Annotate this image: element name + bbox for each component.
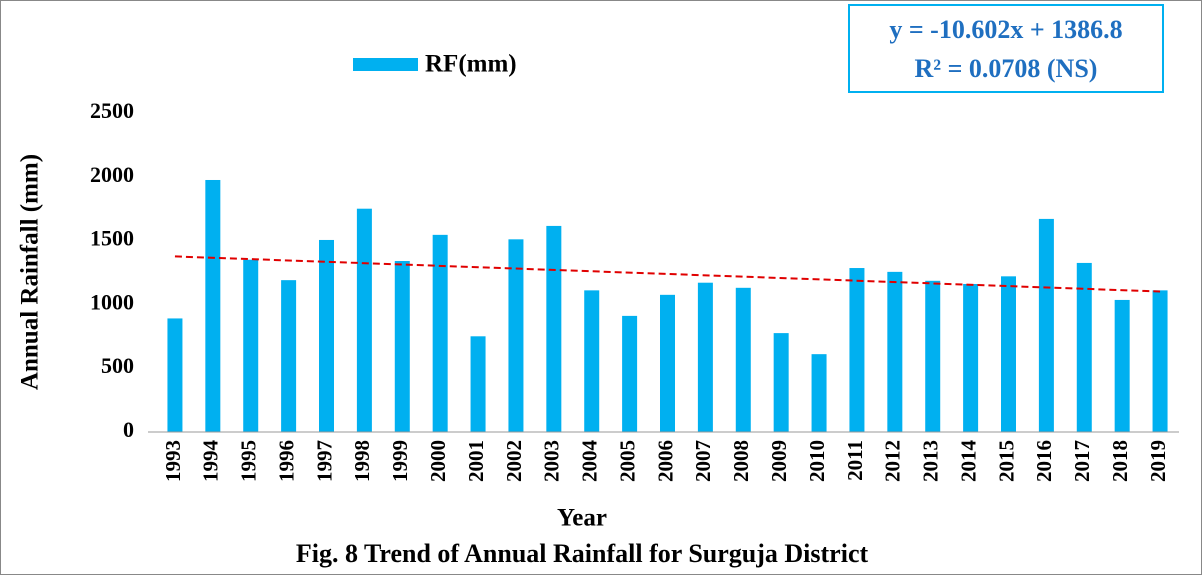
x-tick-label: 2006 (653, 440, 677, 482)
bar (1152, 290, 1168, 432)
x-tick-label: 2008 (729, 440, 753, 482)
bar (811, 354, 827, 432)
bar (887, 271, 903, 432)
bar (1001, 276, 1016, 432)
x-tick-label: 2004 (578, 440, 602, 483)
r-squared: R² = 0.0708 (NS) (915, 54, 1098, 83)
x-tick-label: 1998 (350, 440, 374, 482)
x-tick-label: 1997 (312, 440, 336, 482)
x-tick-label: 2002 (502, 440, 526, 482)
y-tick-label: 2500 (90, 98, 134, 123)
y-axis-title: Annual Rainfall (mm) (17, 154, 44, 390)
x-tick-label: 2017 (1070, 440, 1094, 482)
equation: y = -10.602x + 1386.8 (889, 15, 1122, 44)
equation-box (848, 4, 1164, 93)
x-tick-label: 2011 (843, 440, 867, 481)
x-tick-label: 2015 (994, 440, 1018, 482)
x-tick-label: 2010 (805, 440, 829, 482)
y-tick-label: 1500 (90, 226, 134, 251)
bar (167, 318, 183, 432)
bar (925, 280, 941, 432)
x-tick-label: 1995 (237, 440, 261, 482)
x-tick-label: 1993 (161, 440, 185, 482)
x-tick-label: 2013 (919, 440, 943, 482)
x-tick-label: 2003 (540, 440, 564, 482)
bar (394, 261, 410, 432)
y-tick-label: 500 (101, 353, 134, 378)
bar (1038, 218, 1054, 432)
bar (660, 294, 675, 432)
bar (735, 287, 751, 432)
x-tick-label: 1994 (199, 440, 223, 483)
y-tick-label: 2000 (90, 162, 134, 187)
bar (622, 315, 638, 432)
x-tick-label: 2009 (767, 440, 791, 482)
x-axis-title: Year (557, 505, 607, 532)
x-tick-label: 1996 (274, 440, 298, 482)
bar (546, 225, 562, 432)
x-tick-label: 2001 (464, 440, 488, 482)
x-tick-label: 2014 (956, 440, 980, 483)
bar (319, 239, 334, 432)
bar (243, 259, 259, 432)
bar (849, 268, 865, 432)
bar (281, 280, 297, 432)
bar (356, 208, 372, 432)
bar (470, 336, 486, 432)
bar (697, 282, 713, 432)
x-tick-label: 2007 (691, 440, 715, 482)
bar (432, 234, 448, 432)
x-tick-label: 1999 (388, 440, 412, 482)
x-tick-label: 2019 (1146, 440, 1170, 482)
bar (773, 333, 789, 432)
bar (963, 283, 979, 432)
bar (205, 179, 221, 432)
x-tick-label: 2012 (881, 440, 905, 482)
caption: Fig. 8 Trend of Annual Rainfall for Surg… (296, 539, 869, 568)
bar (1076, 262, 1092, 432)
x-tick-label: 2018 (1108, 440, 1132, 482)
bar (584, 290, 600, 432)
x-tick-label: 2000 (426, 440, 450, 482)
legend-label: RF(mm) (425, 51, 517, 78)
x-tick-label: 2005 (615, 440, 639, 482)
bar (1114, 299, 1130, 432)
y-tick-label: 0 (123, 417, 134, 442)
x-tick-label: 2016 (1032, 440, 1056, 482)
bar (508, 239, 524, 432)
legend-swatch (353, 58, 418, 71)
y-tick-label: 1000 (90, 289, 134, 314)
